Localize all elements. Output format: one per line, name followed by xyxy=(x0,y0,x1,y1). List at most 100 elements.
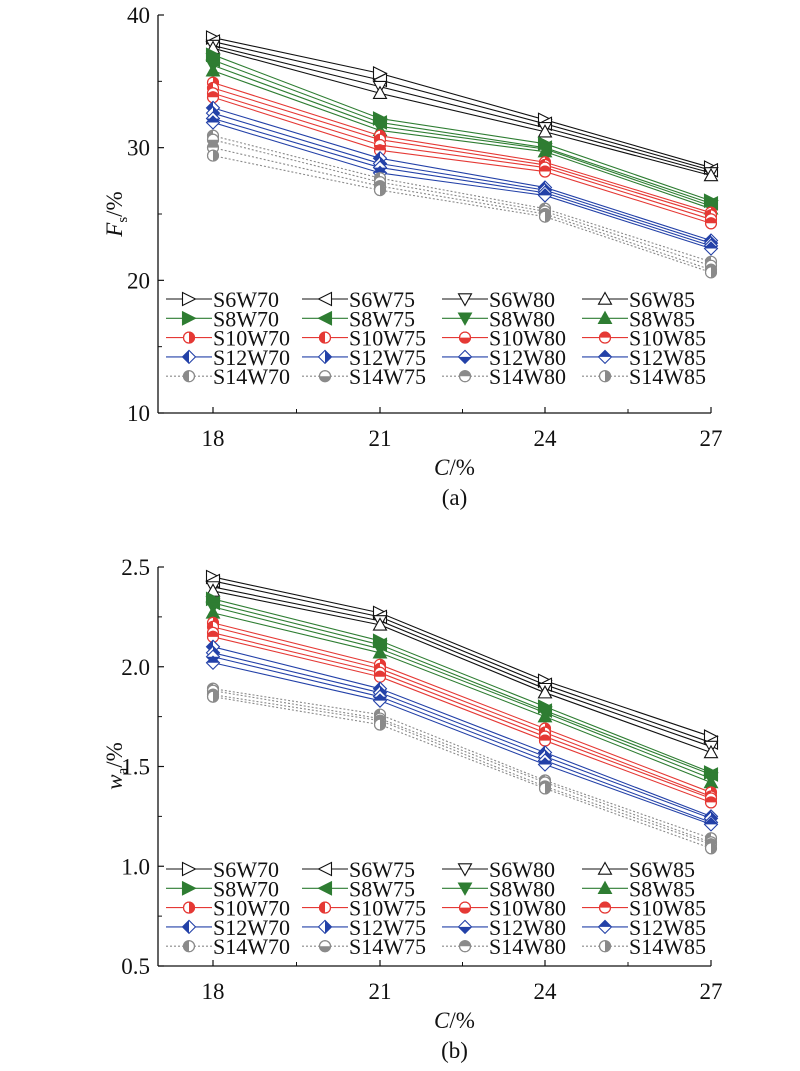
legend-marker xyxy=(317,310,333,326)
legend-marker xyxy=(181,861,197,877)
legend-label: S8W85 xyxy=(629,306,695,331)
legend-marker xyxy=(457,919,473,935)
legend-label: S6W85 xyxy=(629,857,695,882)
legend-label: S6W80 xyxy=(489,287,555,312)
legend-marker xyxy=(318,901,332,914)
legend-item: S6W85 xyxy=(582,857,695,882)
legend-marker xyxy=(182,901,196,914)
legend-item: S10W70 xyxy=(166,896,290,921)
y-tick-label: 0.5 xyxy=(121,954,150,979)
series-S6W75 xyxy=(205,34,719,178)
legend-label: S14W75 xyxy=(349,934,426,959)
legend-marker xyxy=(597,310,613,325)
series-line xyxy=(212,662,712,825)
data-point xyxy=(206,149,220,162)
data-point xyxy=(206,630,220,643)
series-line xyxy=(212,688,712,839)
legend: S6W70 S6W75 S6W80 S6W85 S8W70 S8W75 S8W80 S8W85… xyxy=(166,857,706,959)
legend-item: S6W75 xyxy=(302,857,415,882)
legend-label: S10W70 xyxy=(213,326,290,351)
legend-item: S12W70 xyxy=(166,915,290,940)
legend-marker xyxy=(457,293,473,307)
series-S10W85 xyxy=(206,91,718,230)
series-line xyxy=(212,40,712,171)
y-tick-label: 2.0 xyxy=(121,655,150,680)
legend-item: S8W85 xyxy=(582,876,695,901)
legend-label: S12W85 xyxy=(629,915,706,940)
legend-marker xyxy=(181,349,197,365)
series-S14W75 xyxy=(206,684,718,849)
legend-marker xyxy=(457,882,473,896)
legend-marker xyxy=(181,310,197,326)
series-S8W80 xyxy=(205,601,719,787)
series-line xyxy=(212,107,712,242)
series-S8W75 xyxy=(205,52,719,211)
data-point xyxy=(372,617,388,631)
series-line xyxy=(212,690,712,843)
legend-marker xyxy=(457,312,473,326)
data-point xyxy=(538,734,552,747)
series-line xyxy=(212,121,712,250)
data-point xyxy=(537,757,553,772)
y-tick-label: 20 xyxy=(127,268,150,293)
series-S12W85 xyxy=(205,115,719,256)
x-axis-label: C/% xyxy=(434,1008,475,1033)
x-axis-label: C/% xyxy=(434,455,475,480)
series-line xyxy=(212,656,712,823)
legend-marker xyxy=(458,940,472,953)
y-axis-label: Fs/% xyxy=(102,191,131,237)
legend-item: S14W70 xyxy=(166,364,290,389)
data-point xyxy=(704,842,718,855)
series-S8W70 xyxy=(205,47,719,209)
legend-label: S6W80 xyxy=(489,857,555,882)
legend-item: S8W75 xyxy=(302,306,415,331)
legend-item: S14W80 xyxy=(442,934,566,959)
legend-item: S14W80 xyxy=(442,364,566,389)
legend-item: S14W75 xyxy=(302,934,426,959)
data-point xyxy=(703,817,719,832)
series-S12W75 xyxy=(205,105,719,251)
legend-marker xyxy=(458,370,472,383)
legend-item: S14W70 xyxy=(166,934,290,959)
chart-panel-b: 0.51.01.52.02.518 21 24 27C/%wa/%(b)S6W70 S6… xyxy=(102,555,723,1063)
legend-marker xyxy=(318,940,332,953)
series-line xyxy=(212,622,712,793)
legend-label: S6W85 xyxy=(629,287,695,312)
series-line xyxy=(212,135,712,263)
y-tick-label: 1.5 xyxy=(121,755,150,780)
x-tick-label: 18 xyxy=(202,979,225,1004)
series-line xyxy=(212,47,712,177)
legend-item: S10W70 xyxy=(166,326,290,351)
legend-item: S6W70 xyxy=(166,287,279,312)
series-S14W80 xyxy=(206,141,718,276)
series-line xyxy=(212,59,712,204)
data-point xyxy=(538,210,552,223)
legend-item: S8W85 xyxy=(582,306,695,331)
legend-label: S10W80 xyxy=(489,326,566,351)
series-S14W70 xyxy=(206,682,718,845)
y-tick-label: 10 xyxy=(127,401,150,426)
data-point xyxy=(703,241,719,256)
series-line xyxy=(212,70,712,210)
data-point xyxy=(205,655,221,671)
legend-item: S10W75 xyxy=(302,896,426,921)
series-line xyxy=(212,96,712,224)
legend-label: S8W75 xyxy=(349,306,415,331)
legend-item: S6W85 xyxy=(582,287,695,312)
legend-item: S14W85 xyxy=(582,934,706,959)
legend-label: S14W85 xyxy=(629,934,706,959)
series-line xyxy=(212,54,712,202)
legend-marker xyxy=(317,861,333,877)
legend-label: S6W70 xyxy=(213,287,279,312)
data-point xyxy=(704,266,718,279)
legend-label: S14W70 xyxy=(213,934,290,959)
legend-item: S12W70 xyxy=(166,345,290,370)
legend-label: S12W85 xyxy=(629,345,706,370)
series-S8W85 xyxy=(205,605,719,789)
data-point xyxy=(537,708,553,723)
legend-marker xyxy=(318,370,332,383)
legend-item: S6W80 xyxy=(442,857,555,882)
legend-item: S8W75 xyxy=(302,876,415,901)
legend-item: S12W75 xyxy=(302,345,426,370)
legend-marker xyxy=(598,331,612,344)
